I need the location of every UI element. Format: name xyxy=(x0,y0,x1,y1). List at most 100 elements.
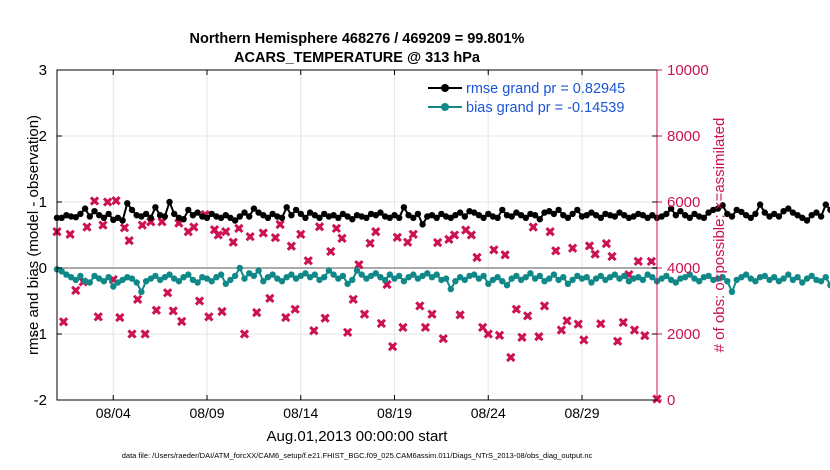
obs-point-core xyxy=(236,225,242,231)
obs-point-core xyxy=(648,258,654,264)
obs-point xyxy=(217,306,227,317)
obs-point xyxy=(466,230,477,240)
chart-title-line-1: Northern Hemisphere 468276 / 469209 = 99… xyxy=(190,31,525,47)
rmse-point xyxy=(96,212,103,219)
rmse-point xyxy=(391,212,398,219)
bias-point xyxy=(560,274,567,281)
rmse-point xyxy=(377,209,384,216)
obs-point xyxy=(359,309,370,319)
rmse-point xyxy=(569,210,576,218)
obs-point-core xyxy=(635,258,641,264)
bias-point xyxy=(471,271,478,278)
rmse-point xyxy=(316,214,323,221)
bias-point xyxy=(644,271,651,278)
obs-point xyxy=(275,219,285,230)
obs-point xyxy=(483,329,493,339)
bias-point xyxy=(611,271,618,278)
rmse-point xyxy=(58,214,65,221)
rmse-point xyxy=(517,212,525,219)
obs-point-core xyxy=(626,272,632,278)
rmse-point xyxy=(480,214,487,221)
bottom-tick-label: 08/24 xyxy=(471,405,506,421)
obs-point xyxy=(392,232,402,242)
rmse-point xyxy=(339,210,347,218)
grid-layer xyxy=(57,69,657,401)
bias-point xyxy=(311,271,318,278)
obs-point-core xyxy=(390,343,396,350)
obs-point xyxy=(556,325,567,335)
bias-point xyxy=(485,280,492,287)
obs-point-core xyxy=(440,336,446,342)
bias-point xyxy=(513,272,520,280)
obs-point-core xyxy=(530,224,536,230)
bias-point xyxy=(391,275,398,282)
bias-point xyxy=(597,272,604,280)
bias-point xyxy=(452,278,459,285)
obs-point-core xyxy=(277,221,283,228)
obs-point-core xyxy=(451,232,458,238)
obs-point-core xyxy=(283,314,289,321)
obs-point-core xyxy=(305,258,311,264)
bias-point xyxy=(213,274,220,281)
obs-point-core xyxy=(84,224,90,230)
rmse-point xyxy=(700,214,708,221)
bias-point xyxy=(822,274,829,281)
obs-point-core xyxy=(241,331,248,337)
obs-point-core xyxy=(292,306,298,312)
rmse-point xyxy=(827,206,830,214)
obs-point-core xyxy=(508,354,514,361)
obs-point xyxy=(89,196,100,206)
bias-point xyxy=(536,272,543,280)
rmse-point xyxy=(667,205,675,212)
rmse-point xyxy=(677,208,684,215)
obs-point xyxy=(455,310,465,320)
right-tick-label: 2000 xyxy=(667,326,700,343)
bias-point xyxy=(128,275,136,282)
bias-point xyxy=(377,274,384,281)
bias-point xyxy=(180,274,187,281)
bias-point xyxy=(541,278,548,285)
obs-point xyxy=(534,331,544,342)
left-tick-label: 2 xyxy=(39,128,47,145)
plot-frame xyxy=(56,69,658,401)
obs-point xyxy=(137,220,147,230)
obs-point xyxy=(290,304,300,314)
legend-bias-marker xyxy=(441,103,449,111)
y-axis-label-left: rmse and bias (model - observation) xyxy=(25,115,42,355)
obs-point-core xyxy=(536,334,542,340)
obs-point xyxy=(415,301,425,311)
obs-point xyxy=(228,237,238,247)
obs-point xyxy=(326,246,336,257)
bias-point xyxy=(606,274,614,281)
bias-point xyxy=(321,274,328,281)
rmse-point xyxy=(550,210,558,218)
rmse-point xyxy=(166,198,173,206)
obs-point xyxy=(449,230,460,240)
obs-point-core xyxy=(422,324,429,330)
obs-point xyxy=(258,228,268,238)
rmse-point xyxy=(672,212,679,219)
bias-point xyxy=(363,275,370,282)
bias-point xyxy=(564,280,572,287)
obs-point-core xyxy=(322,315,328,321)
rmse-point xyxy=(189,212,197,219)
left-tick-label: 1 xyxy=(39,194,47,211)
rmse-point xyxy=(419,221,426,228)
rmse-point xyxy=(217,214,225,221)
obs-point-core xyxy=(117,314,123,321)
rmse-point xyxy=(714,205,722,212)
obs-point xyxy=(194,296,205,306)
bias-point xyxy=(325,267,333,274)
obs-point-core xyxy=(73,287,79,294)
obs-point xyxy=(177,316,187,327)
right-tick-label: 0 xyxy=(667,392,675,409)
obs-point-core xyxy=(384,281,390,288)
bias-point xyxy=(508,275,515,282)
obs-point-core xyxy=(547,229,553,235)
bias-point xyxy=(569,276,576,284)
bottom-tick-label: 08/04 xyxy=(96,405,131,421)
bias-point xyxy=(663,272,670,280)
bottom-tick-label: 08/29 xyxy=(564,405,599,421)
obs-point xyxy=(511,304,522,314)
rmse-point xyxy=(583,212,590,219)
